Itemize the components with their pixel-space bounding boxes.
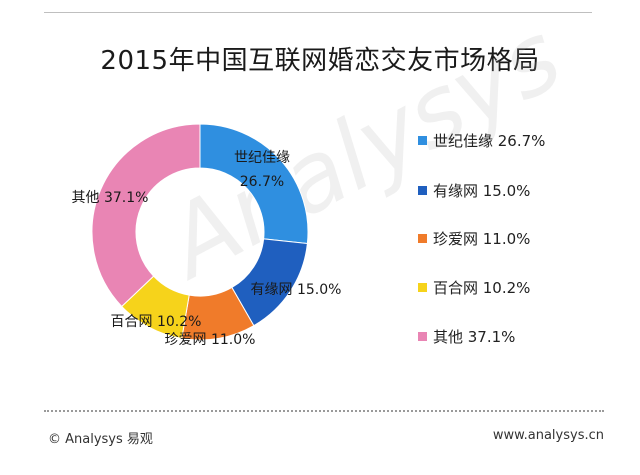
legend-swatch-4 bbox=[418, 332, 427, 341]
legend-label-3: 百合网 10.2% bbox=[433, 279, 531, 297]
slice-label-2: 珍爱网 11.0% bbox=[165, 332, 256, 348]
legend-swatch-3 bbox=[418, 283, 427, 292]
footer-divider bbox=[44, 410, 604, 412]
slice-label-4: 其他 37.1% bbox=[72, 190, 149, 206]
legend-label-0: 世纪佳缘 26.7% bbox=[433, 132, 546, 150]
legend-swatch-2 bbox=[418, 234, 427, 243]
legend-item-1: 有缘网 15.0% bbox=[418, 180, 530, 201]
slice-label-1: 有缘网 15.0% bbox=[251, 282, 342, 298]
legend-item-0: 世纪佳缘 26.7% bbox=[418, 130, 545, 151]
legend-label-4: 其他 37.1% bbox=[433, 328, 516, 346]
footer-copyright: © Analysys 易观 bbox=[48, 432, 153, 447]
footer-url: www.analysys.cn bbox=[492, 428, 604, 443]
legend-swatch-0 bbox=[418, 136, 427, 145]
legend-item-4: 其他 37.1% bbox=[418, 326, 515, 347]
legend-item-2: 珍爱网 11.0% bbox=[418, 228, 530, 249]
slice-label-value-0: 26.7% bbox=[240, 174, 284, 190]
top-divider bbox=[44, 12, 592, 13]
slice-label-3: 百合网 10.2% bbox=[111, 314, 202, 330]
slice-4 bbox=[91, 123, 201, 308]
chart-title: 2015年中国互联网婚恋交友市场格局 bbox=[100, 46, 540, 76]
slice-label-name-0: 世纪佳缘 bbox=[234, 150, 290, 166]
legend-item-3: 百合网 10.2% bbox=[418, 277, 530, 298]
legend-label-1: 有缘网 15.0% bbox=[433, 182, 531, 200]
legend-swatch-1 bbox=[418, 186, 427, 195]
legend-label-2: 珍爱网 11.0% bbox=[433, 230, 531, 248]
